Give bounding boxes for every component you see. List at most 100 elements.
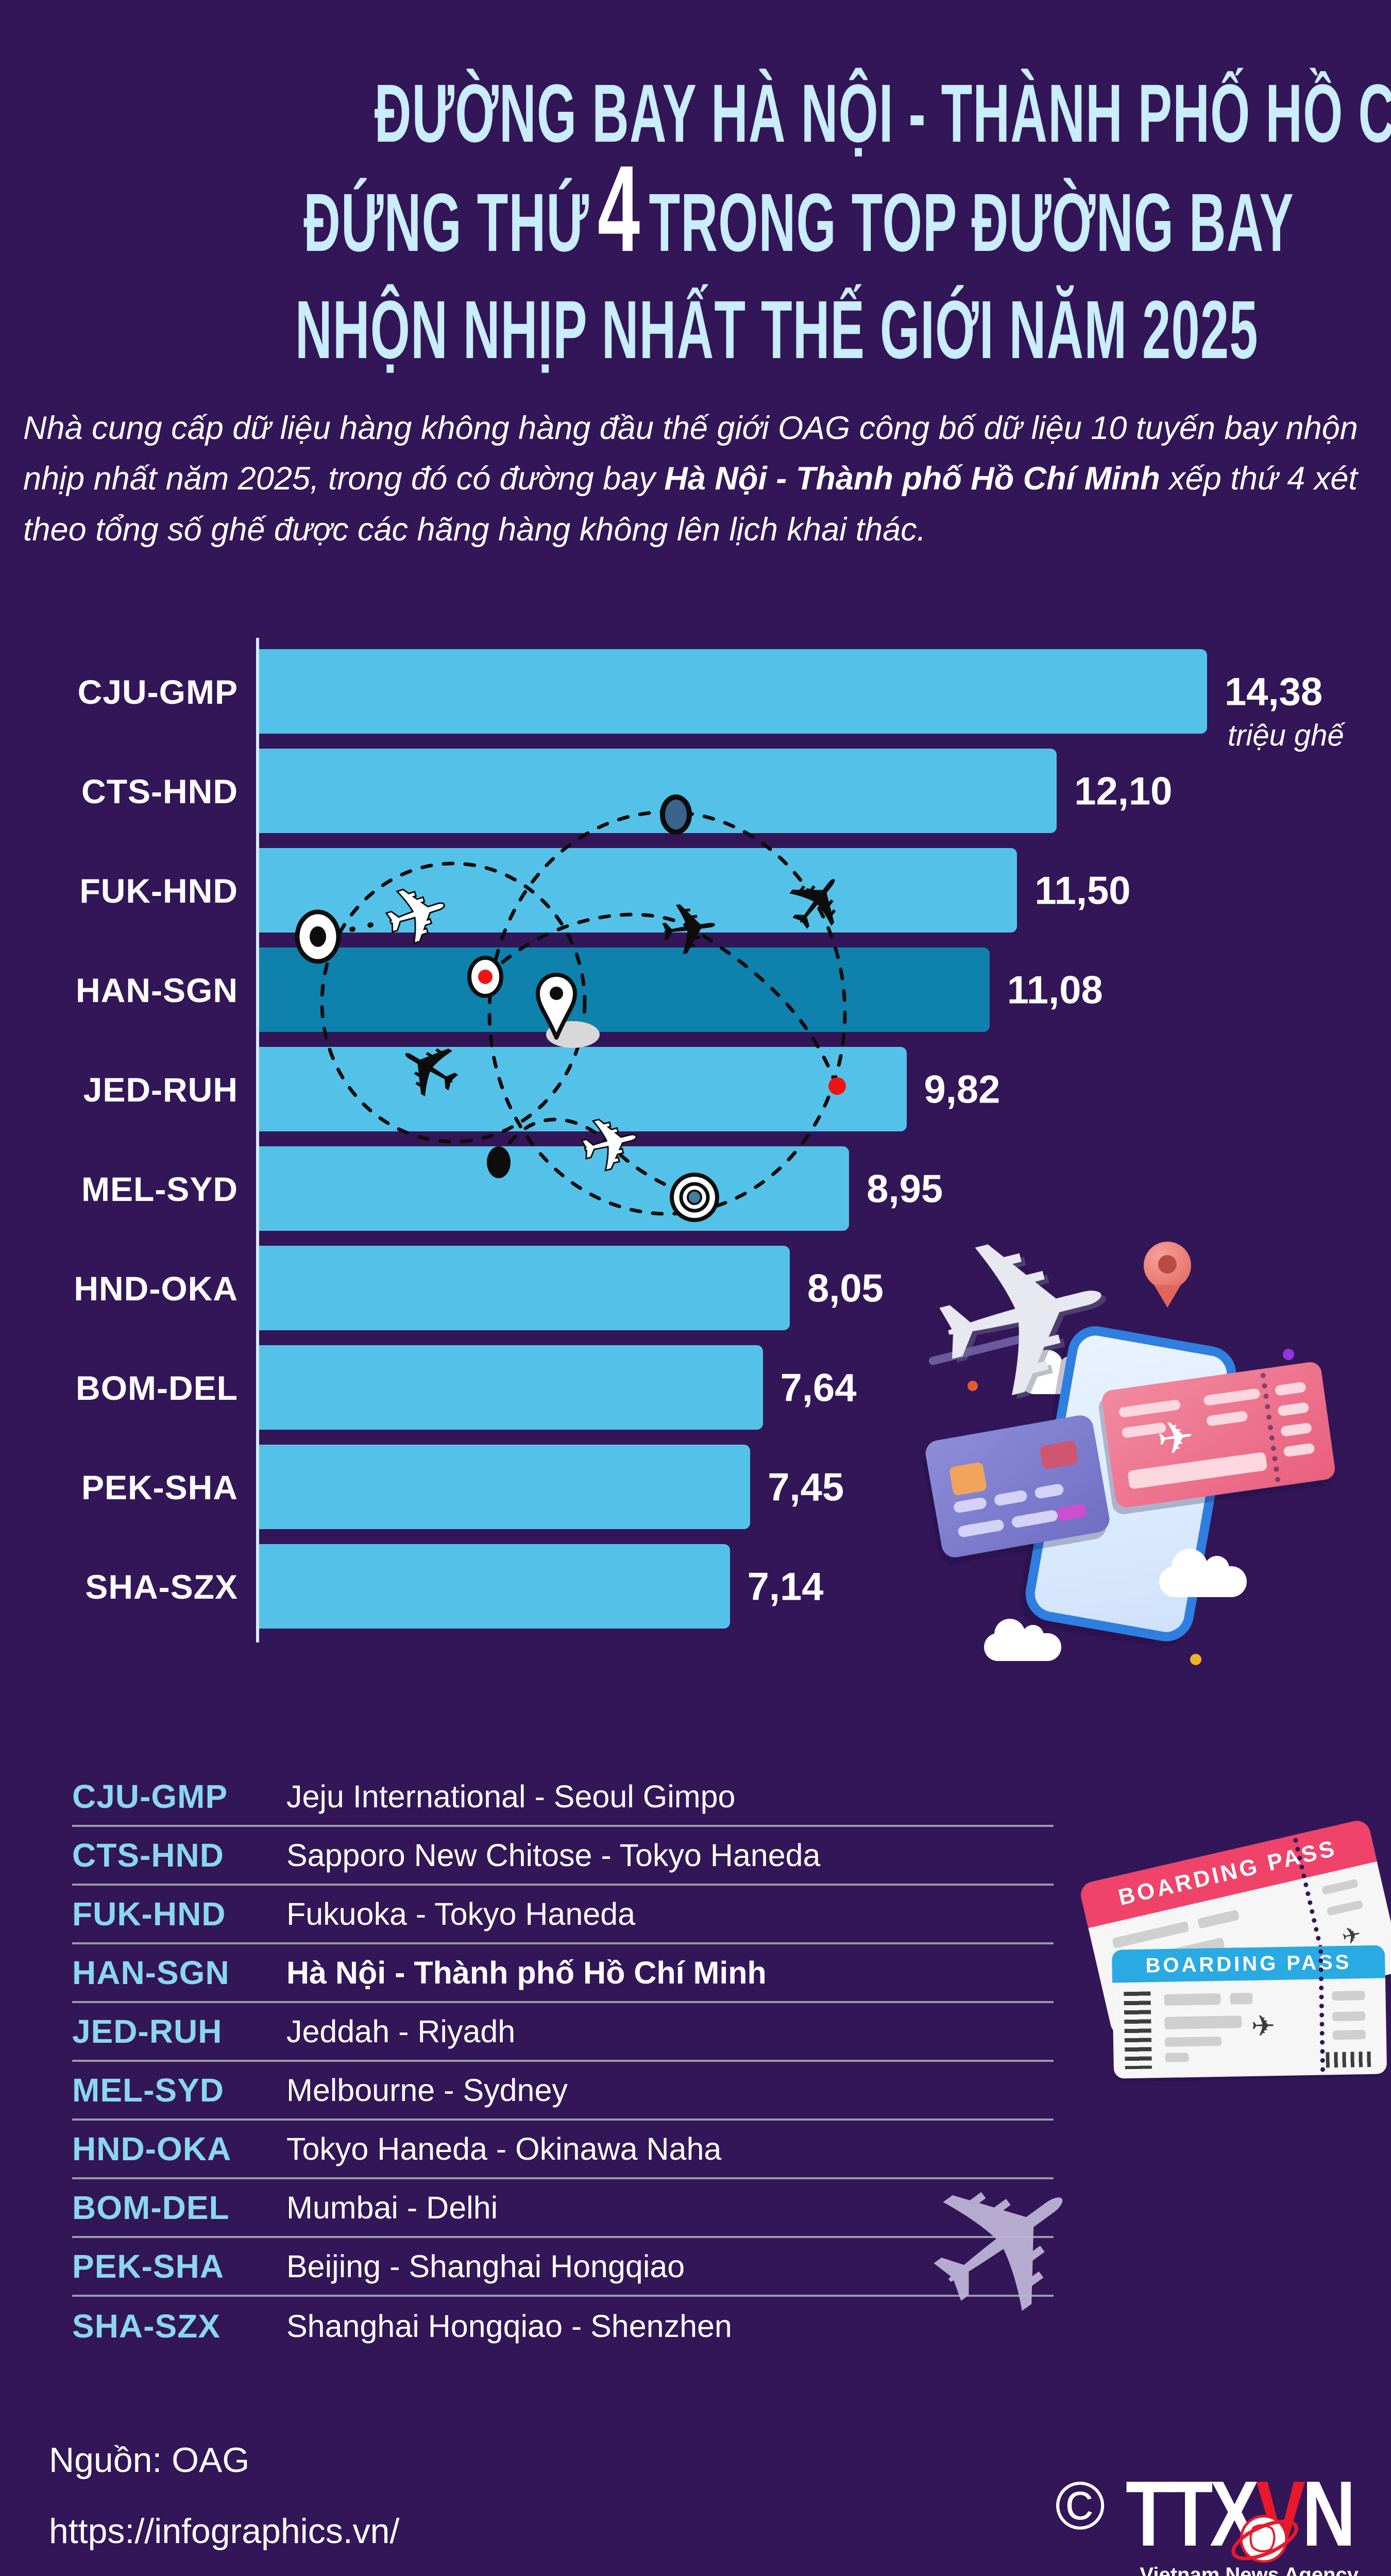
chart-bar-track: 12,10 [259,741,1207,841]
boarding-pass-label: BOARDING PASS [1116,1835,1339,1910]
chart-bar-track: 14,38 triệu ghế [259,642,1344,752]
chart-category-label: SHA-SZX [85,1567,238,1606]
chart-value-label: 8,95 [867,1167,943,1211]
table-row: SHA-SZX Shanghai Hongqiao - Shenzhen [72,2297,1054,2355]
chart-bar-track: 7,14 [259,1537,1207,1636]
chart-row: CTS-HND 12,10 [0,741,1391,841]
chart-bar [259,649,1207,734]
page-title-line2: ĐỨNG THỨ4 TRONG TOP ĐƯỜNG BAY [0,148,1391,270]
chart-bar [259,848,1017,933]
route-code: CTS-HND [72,1837,224,1874]
boarding-pass-blue-header: BOARDING PASS [1111,1945,1385,1983]
page-title-line1: ĐƯỜNG BAY HÀ NỘI - THÀNH PHỐ HỒ CHÍ MINH [0,72,1391,155]
table-row: MEL-SYD Melbourne - Sydney [72,2062,1054,2121]
route-name: Mumbai - Delhi [286,2190,498,2225]
route-name: Shanghai Hongqiao - Shenzhen [286,2309,732,2344]
chart-category-label: JED-RUH [83,1070,238,1109]
page-title-line3-text: NHỘN NHỊP NHẤT THẾ GIỚI NĂM 2025 [295,283,1259,376]
chart-value-label: 7,14 [747,1565,824,1608]
chart-unit-label: triệu ghế [1228,719,1344,752]
route-code: CJU-GMP [72,1778,228,1815]
chart-category-label: PEK-SHA [81,1468,238,1506]
chart-value-label: 8,05 [807,1266,884,1310]
chart-row: FUK-HND 11,50 [0,841,1391,940]
chart-bar [259,1246,790,1330]
route-code: BOM-DEL [72,2189,230,2226]
chart-bar-track: 9,82 [259,1040,1207,1139]
route-name: Jeju International - Seoul Gimpo [286,1779,736,1814]
chart-bar [259,1146,850,1231]
chart-row: BOM-DEL 7,64 [0,1338,1391,1437]
copyright-icon: © [1055,2468,1106,2544]
logo-subtitle: Vietnam News Agency [1140,2564,1359,2576]
logo-globe-icon [1231,2515,1298,2563]
chart-bar [259,947,990,1032]
intro-text-highlight: Hà Nội - Thành phố Hồ Chí Minh [664,461,1160,497]
chart-value-label: 9,82 [924,1067,1000,1111]
chart-row: SHA-SZX 7,14 [0,1537,1391,1636]
route-name: Melbourne - Sydney [286,2073,568,2108]
sparkle-dot [1190,1654,1201,1665]
chart-value-label: 7,64 [780,1366,857,1410]
chart-bar [259,1047,907,1131]
route-code: HAN-SGN [72,1954,230,1991]
chart-row: CJU-GMP 14,38 triệu ghế [0,642,1391,752]
chart-value-label: 11,50 [1034,869,1131,912]
intro-text-before: Nhà cung cấp dữ liệu hàng không hàng đầu… [23,410,1358,497]
chart-value-label: 7,45 [768,1465,844,1509]
chart-bar-track: 11,50 [259,841,1207,940]
chart-category-label: HAN-SGN [76,971,238,1009]
route-code: MEL-SYD [72,2072,224,2109]
table-row: HND-OKA Tokyo Haneda - Okinawa Naha [72,2121,1054,2179]
page-title-line3: NHỘN NHỊP NHẤT THẾ GIỚI NĂM 2025 [0,289,1391,371]
ttxvn-logo: TTXVN Vietnam News Agency [1126,2468,1368,2576]
chart-category-label: HND-OKA [74,1269,238,1308]
chart-y-axis-line [256,638,259,1642]
chart-category-label: MEL-SYD [81,1170,238,1208]
chart-bar [259,1445,751,1529]
table-row: HAN-SGN Hà Nội - Thành phố Hồ Chí Minh [72,1944,1054,2003]
route-name: Hà Nội - Thành phố Hồ Chí Minh [286,1955,767,1990]
chart-bar-track: 7,64 [259,1338,1207,1437]
route-code: PEK-SHA [72,2248,225,2285]
logo-n: N [1302,2462,1355,2566]
chart-bar-track: 7,45 [259,1437,1207,1537]
route-name: Tokyo Haneda - Okinawa Naha [286,2131,722,2166]
route-name: Fukuoka - Tokyo Haneda [286,1896,636,1931]
table-row: CTS-HND Sapporo New Chitose - Tokyo Haned… [72,1827,1054,1886]
title-line2-before: ĐỨNG THỨ [303,176,589,268]
chart-value-label: 14,38 [1225,670,1323,714]
route-name: Beijing - Shanghai Hongqiao [286,2249,685,2284]
route-name: Sapporo New Chitose - Tokyo Haneda [286,1838,821,1873]
boarding-pass-blue: BOARDING PASS ✈ [1111,1945,1387,2079]
rank-number: 4 [598,141,641,277]
intro-paragraph: Nhà cung cấp dữ liệu hàng không hàng đầu… [23,403,1370,555]
table-row: CJU-GMP Jeju International - Seoul Gimpo [72,1768,1054,1827]
table-row: BOM-DEL Mumbai - Delhi [72,2179,1054,2238]
table-row: PEK-SHA Beijing - Shanghai Hongqiao [72,2238,1054,2297]
chart-category-label: BOM-DEL [76,1368,238,1407]
chart-bar [259,749,1057,833]
chart-value-label: 12,10 [1074,769,1173,813]
route-code: SHA-SZX [72,2308,220,2345]
chart-row: MEL-SYD 8,95 [0,1139,1391,1239]
route-code: JED-RUH [72,2013,223,2050]
route-legend-table: CJU-GMP Jeju International - Seoul Gimpo C… [72,1768,1054,2355]
page-title-line2-text: ĐỨNG THỨ4 TRONG TOP ĐƯỜNG BAY [303,148,1294,270]
chart-bar-track: 8,95 [259,1139,1207,1239]
chart-row: HAN-SGN 11,08 [0,940,1391,1040]
website-url: https://infographics.vn/ [49,2512,400,2551]
chart-value-label: 11,08 [1007,968,1103,1012]
page-title-line1-text: ĐƯỜNG BAY HÀ NỘI - THÀNH PHỐ HỒ CHÍ MINH [374,67,1391,159]
table-row: JED-RUH Jeddah - Riyadh [72,2003,1054,2062]
bar-chart: CJU-GMP 14,38 triệu ghế CTS-HND 12,10 FUK-HND… [0,638,1391,1642]
chart-bar [259,1544,730,1629]
chart-category-label: CTS-HND [81,772,238,810]
chart-category-label: FUK-HND [79,871,238,910]
route-code: FUK-HND [72,1895,226,1933]
route-code: HND-OKA [72,2130,232,2167]
source-text: Nguồn: OAG [49,2441,250,2480]
chart-bar-track: 11,08 [259,940,1207,1040]
boarding-passes-illustration: BOARDING PASS ✈ BOARDING PASS ✈ [1064,1818,1391,2107]
